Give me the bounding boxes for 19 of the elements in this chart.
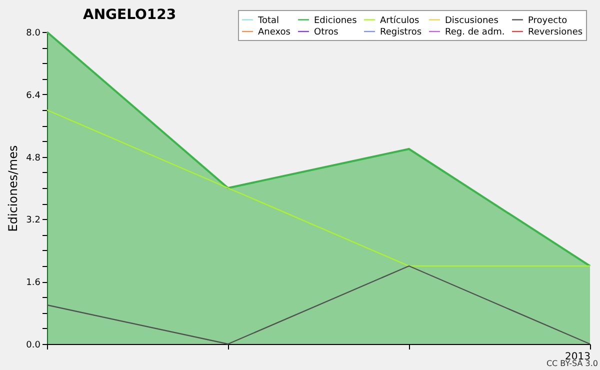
y-tick-label: 0.0 — [26, 340, 41, 350]
legend-label: Reversiones — [528, 28, 583, 38]
legend-label: Discusiones — [445, 16, 499, 26]
legend-label: Anexos — [258, 28, 291, 38]
legend-label: Ediciones — [314, 16, 358, 26]
legend-label: Proyecto — [528, 16, 568, 26]
y-tick-label: 4.8 — [26, 153, 41, 164]
legend-label: Registros — [380, 28, 422, 38]
chart-title: ANGELO123 — [83, 7, 176, 23]
legend-label: Otros — [314, 28, 339, 38]
legend-label: Total — [257, 16, 280, 26]
text: CC BY-SA 3.0 — [546, 359, 598, 368]
legend-label: Artículos — [380, 14, 420, 26]
y-tick-label: 6.4 — [26, 90, 41, 101]
y-tick-label: 8.0 — [26, 28, 41, 38]
y-tick-label: 3.2 — [26, 216, 40, 226]
legend-label: Reg. de adm. — [445, 28, 505, 38]
y-axis-title: Ediciones/mes — [6, 145, 20, 232]
y-tick-label: 1.6 — [26, 278, 41, 288]
